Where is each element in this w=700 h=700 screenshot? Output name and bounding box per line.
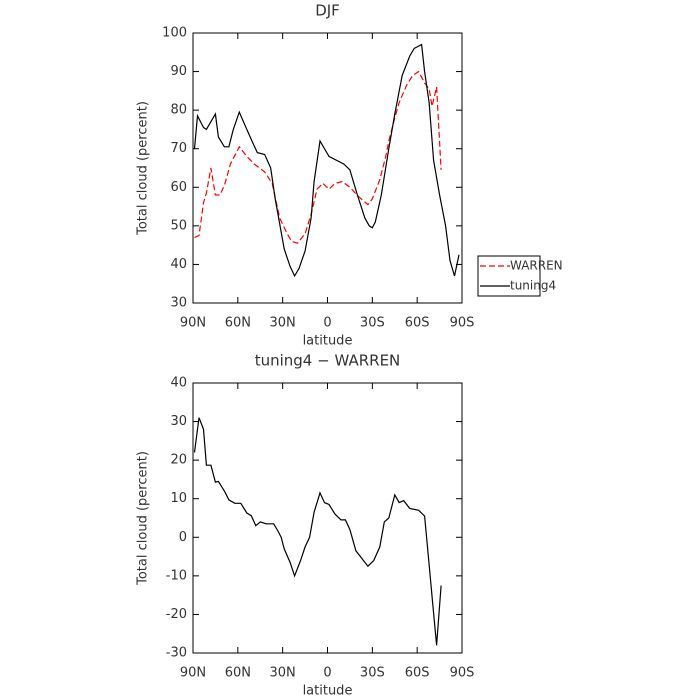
legend-label: WARREN: [510, 259, 563, 273]
y-tick-label: 30: [170, 414, 187, 429]
y-tick-label: 40: [170, 257, 187, 272]
y-tick-label: -10: [166, 568, 187, 583]
plot-frame: [192, 32, 463, 304]
y-axis-label: Total cloud (percent): [136, 451, 151, 586]
x-tick-label: 0: [323, 316, 331, 331]
x-tick-label: 60S: [405, 666, 430, 681]
x-tick-label: 30N: [270, 666, 296, 681]
y-tick-label: 20: [170, 453, 187, 468]
y-axis-label: Total cloud (percent): [136, 101, 151, 236]
x-tick-label: 60N: [225, 666, 251, 681]
y-tick-label: 80: [170, 103, 187, 118]
legend-label: tuning4: [510, 279, 556, 293]
x-tick-label: 90N: [180, 316, 206, 331]
x-tick-label: 60S: [405, 316, 430, 331]
x-tick-label: 60N: [225, 316, 251, 331]
x-axis-label: latitude: [303, 684, 353, 699]
x-tick-label: 90N: [180, 666, 206, 681]
x-tick-label: 90S: [450, 316, 475, 331]
chart-title: tuning4 − WARREN: [255, 352, 401, 370]
y-tick-label: 30: [170, 296, 187, 311]
y-tick-label: 40: [170, 376, 187, 391]
data-line: [194, 70, 442, 244]
y-tick-label: -20: [166, 607, 187, 622]
x-tick-label: 30S: [360, 316, 385, 331]
data-line: [193, 417, 442, 646]
y-tick-label: 90: [170, 64, 187, 79]
y-tick-label: -30: [166, 646, 187, 661]
y-tick-label: 0: [179, 530, 187, 545]
x-tick-label: 90S: [450, 666, 475, 681]
legend-box: [477, 255, 541, 297]
y-tick-label: 50: [170, 218, 187, 233]
plot-frame: [192, 382, 463, 654]
y-tick-label: 10: [170, 491, 187, 506]
chart-title: DJF: [315, 2, 340, 20]
x-tick-label: 30N: [270, 316, 296, 331]
y-tick-label: 100: [162, 26, 187, 41]
y-tick-label: 60: [170, 180, 187, 195]
x-tick-label: 0: [323, 666, 331, 681]
x-axis-label: latitude: [303, 334, 353, 349]
data-line: [193, 43, 460, 278]
x-tick-label: 30S: [360, 666, 385, 681]
y-tick-label: 70: [170, 141, 187, 156]
